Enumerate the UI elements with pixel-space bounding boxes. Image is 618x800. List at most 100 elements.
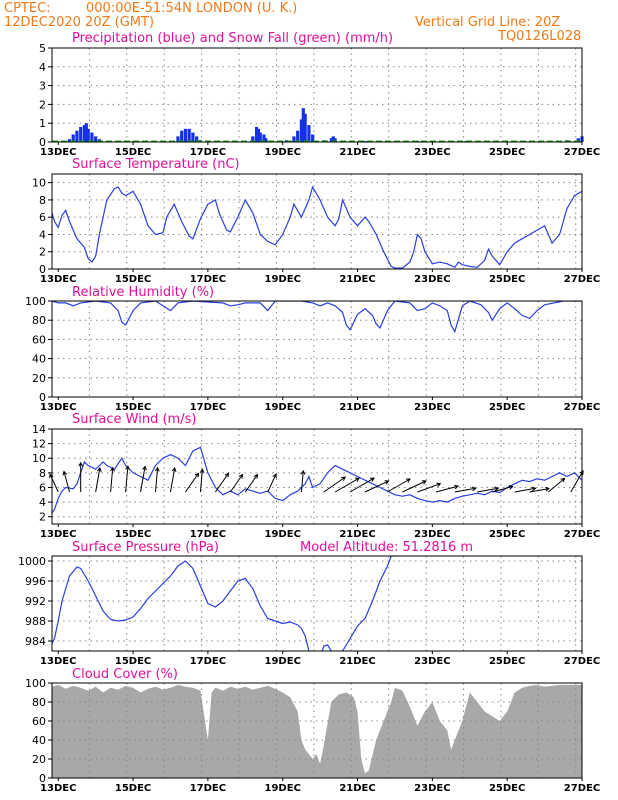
precip-bar [176,136,180,142]
wind-arrow-head [436,482,442,488]
wind-arrow-head [97,466,102,472]
wind-arrow [214,473,229,493]
plot-frame [51,555,583,652]
wind-arrow [417,483,441,493]
y-tick-label: 2 [39,246,46,259]
panel-6: Cloud Cover (%) 0 20 40 60 80 100 13DEC 15DEC 17D… [25,667,600,794]
wind-arrow [514,487,536,493]
y-tick-label: 0 [39,391,46,404]
x-tick-label: 17DEC [190,147,226,158]
model-altitude: Model Altitude: 51.2816 m [300,540,473,555]
wind-arrow-head [142,465,147,471]
precip-bar [264,138,268,142]
wind-arrow [364,480,389,493]
wind-arrow [199,469,203,493]
precip-bar [299,119,304,142]
wind-arrow-head [272,473,277,479]
wind-arrow-head [199,468,205,474]
x-tick-label: 15DEC [115,402,151,413]
panels: Precipitation (blue) and Snow Fall (gree… [18,31,600,794]
wind-arrow [95,467,101,493]
header-grid-note: Vertical Grid Line: 20Z [415,15,560,30]
plot-frame [51,300,583,398]
series-line [52,556,395,651]
y-tick-label: 80 [32,314,46,327]
wind-arrow [185,473,199,493]
wind-arrow-head [405,478,411,483]
precip-bar [292,136,296,142]
precip-bar [187,128,191,142]
wind-arrow-head [494,486,500,492]
precip-bar [254,126,259,142]
y-tick-label: 14 [32,423,46,436]
x-tick-label: 25DEC [489,402,525,413]
wind-arrow-head [171,466,177,472]
plot-area [52,174,582,269]
x-tick-label: 15DEC [115,529,151,540]
x-tick-label: 15DEC [115,783,151,794]
x-tick-label: 19DEC [265,147,301,158]
x-tick-label: 23DEC [414,656,450,667]
x-tick-label: 19DEC [265,656,301,667]
y-tick-label: 4 [39,496,46,509]
wind-arrow [229,474,243,493]
precip-bar [75,130,79,142]
y-tick-label: 80 [32,696,46,709]
plot-area [52,301,582,397]
x-tick-label: 13DEC [40,147,76,158]
y-tick-label: 2 [39,511,46,524]
wind-arrow-head [421,480,427,485]
precip-bar [191,132,195,142]
wind-arrow-head [154,466,160,472]
y-tick-label: 988 [25,615,46,628]
precip-bar [303,113,307,142]
y-tick-label: 4 [39,61,46,74]
x-tick-label: 19DEC [265,529,301,540]
x-tick-label: 25DEC [489,656,525,667]
precip-bar [333,138,337,142]
x-tick-label: 17DEC [190,529,226,540]
wind-arrow-head [62,470,68,476]
precip-bar [576,138,580,142]
precip-bar [82,125,87,142]
panel-title: Surface Temperature (nC) [72,157,240,172]
y-tick-label: 2 [39,98,46,111]
precip-bar [79,126,83,142]
x-tick-label: 13DEC [40,529,76,540]
y-tick-label: 10 [32,452,46,465]
y-tick-label: 6 [39,481,46,494]
x-tick-label: 19DEC [265,274,301,285]
x-tick-label: 13DEC [40,402,76,413]
x-tick-label: 21DEC [339,147,375,158]
x-tick-label: 17DEC [190,274,226,285]
panel-title: Precipitation (blue) and Snow Fall (gree… [72,31,393,46]
wind-arrow [387,478,411,493]
y-tick-label: 10 [32,177,46,190]
x-tick-label: 17DEC [190,656,226,667]
y-tick-label: 1 [39,117,46,130]
y-tick-label: 12 [32,438,46,451]
cloud-cover-area [52,684,582,778]
y-tick-label: 3 [39,80,46,93]
wind-arrow-head [471,486,477,492]
precip-bar [251,136,255,142]
series-line [52,301,582,334]
wind-arrow-head [194,472,200,478]
wind-arrow-head [454,484,460,490]
x-tick-label: 27DEC [564,402,600,413]
x-tick-label: 21DEC [339,274,375,285]
x-tick-label: 13DEC [40,783,76,794]
wind-arrow-head [125,465,130,470]
wind-arrow [570,470,584,493]
y-tick-label: 100 [25,677,46,690]
wind-arrow-head [238,473,244,479]
precip-bar [256,128,260,142]
wind-arrow-head [354,477,360,482]
header-location: 000:00E-51:54N LONDON (U. K.) [86,1,297,16]
x-tick-label: 23DEC [414,402,450,413]
y-tick-label: 0 [39,772,46,785]
plot-frame [51,428,583,525]
precip-bar [67,139,72,142]
panel-2: Surface Temperature (nC) 0 2 4 6 8 10 13DEC 15DE… [32,157,600,285]
panel-title: Surface Wind (m/s) [72,412,196,427]
